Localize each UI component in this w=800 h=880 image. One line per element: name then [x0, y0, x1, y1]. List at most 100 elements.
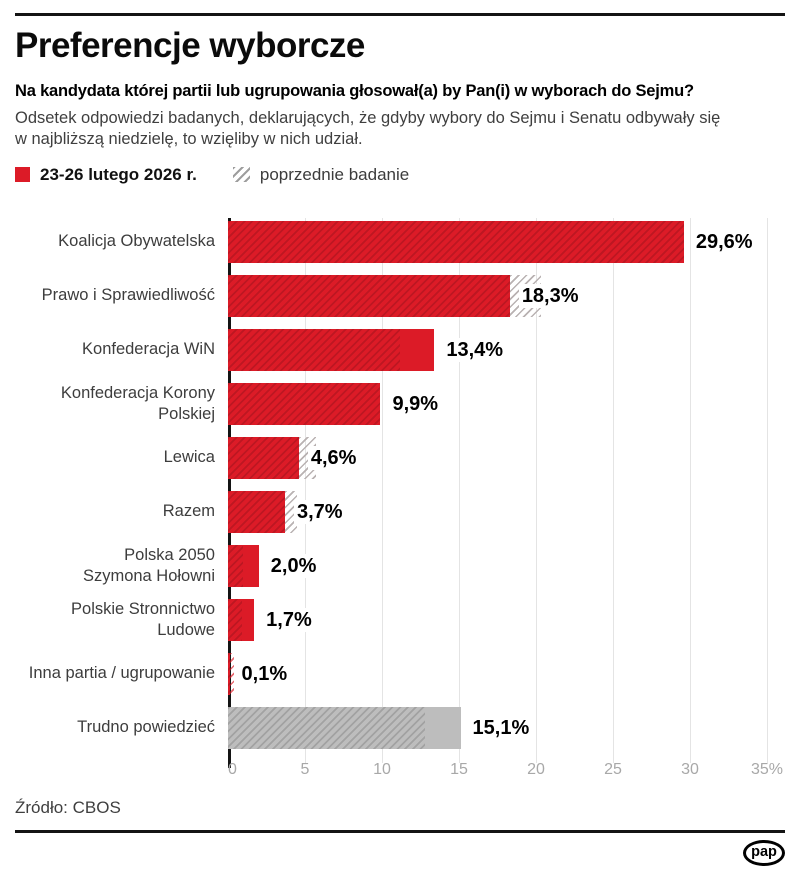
- gridline-15: [459, 217, 460, 763]
- category-label: Konfederacja Korony Polskiej: [15, 383, 228, 425]
- bar-area: 1,7%: [228, 598, 785, 641]
- chart-row: Koalicja Obywatelska 29,6%: [15, 220, 785, 263]
- category-label: Inna partia / ugrupowanie: [15, 653, 228, 695]
- category-label-line: Polskiej: [158, 404, 215, 423]
- tick-label-5: 5: [300, 760, 310, 778]
- bar-area: 29,6%: [228, 220, 785, 263]
- current-value-bar: [228, 598, 255, 641]
- tick-label-35pct: 35%: [750, 760, 784, 778]
- infographic: Preferencje wyborcze Na kandydata której…: [0, 13, 800, 880]
- previous-survey-hatch-overlap: [228, 436, 299, 479]
- chart-row: Konfederacja Korony Polskiej 9,9%: [15, 382, 785, 425]
- value-label: 18,3%: [518, 283, 582, 308]
- category-label-line: Koalicja Obywatelska: [58, 232, 215, 250]
- previous-survey-hatch-overlap: [228, 220, 684, 263]
- bar-area: 18,3%: [228, 274, 785, 317]
- bottom-divider: [15, 829, 785, 833]
- bar-chart: Koalicja Obywatelska 29,6% Prawo i Sprawie…: [15, 217, 785, 768]
- survey-question: Na kandydata której partii lub ugrupowan…: [15, 81, 694, 100]
- bar-area: 2,0%: [228, 544, 785, 587]
- value-label: 13,4%: [443, 337, 507, 362]
- gridline-35: [767, 217, 768, 763]
- chart-row: Polskie Stronnictwo Ludowe 1,7%: [15, 598, 785, 641]
- previous-survey-hatch-overlap: [228, 490, 285, 533]
- value-label: 4,6%: [307, 445, 360, 470]
- category-label-line: Razem: [162, 502, 215, 520]
- footer-logo-row: pap: [15, 839, 785, 866]
- chart-row: Prawo i Sprawiedliwość 18,3%: [15, 274, 785, 317]
- bar-area: 15,1%: [228, 706, 785, 749]
- current-value-bar: [228, 220, 684, 263]
- pap-logo: pap: [743, 839, 785, 866]
- value-label: 15,1%: [469, 715, 533, 740]
- source-note: Źródło: CBOS: [15, 797, 121, 817]
- current-value-bar: [228, 544, 259, 587]
- value-label: 3,7%: [293, 499, 346, 524]
- tick-label-20: 20: [527, 760, 545, 778]
- tick-label-25: 25: [604, 760, 622, 778]
- previous-survey-hatch-overlap: [228, 274, 510, 317]
- legend-label-previous: poprzednie badanie: [259, 164, 410, 184]
- gridline-25: [613, 217, 614, 763]
- category-label: Lewica: [15, 437, 228, 479]
- gridline-20: [536, 217, 537, 763]
- previous-survey-hatch-overlap: [228, 382, 381, 425]
- previous-survey-hatch-overlap: [228, 706, 426, 749]
- tick-label-0: 0: [228, 760, 237, 778]
- bar-area: 3,7%: [228, 490, 785, 533]
- chart-row: Razem 3,7%: [15, 490, 785, 533]
- value-label: 1,7%: [263, 607, 315, 632]
- category-label: Koalicja Obywatelska: [15, 221, 228, 263]
- value-label: 9,9%: [389, 391, 442, 416]
- current-value-bar: [228, 652, 230, 695]
- survey-description-line2: w najbliższą niedzielę, to wzięliby w ni…: [15, 129, 363, 148]
- previous-survey-hatch-overlap: [228, 652, 230, 695]
- survey-description: Odsetek odpowiedzi badanych, deklarujący…: [15, 108, 785, 150]
- value-label: 2,0%: [267, 553, 320, 578]
- value-label: 29,6%: [692, 229, 756, 254]
- top-divider: [15, 13, 785, 16]
- category-label: Polska 2050 Szymona Hołowni: [15, 545, 228, 587]
- survey-description-line1: Odsetek odpowiedzi badanych, deklarujący…: [15, 108, 721, 127]
- legend-item-previous: poprzednie badanie: [232, 164, 410, 185]
- category-label: Prawo i Sprawiedliwość: [15, 275, 228, 317]
- bar-area: 0,1%: [228, 652, 785, 695]
- previous-survey-hatch-overlap: [228, 328, 401, 371]
- current-value-bar: [228, 706, 461, 749]
- chart-row: Polska 2050 Szymona Hołowni 2,0%: [15, 544, 785, 587]
- category-label-line: Lewica: [163, 448, 215, 466]
- current-value-bar: [228, 274, 510, 317]
- gridline-10: [382, 217, 383, 763]
- chart-row: Lewica 4,6%: [15, 436, 785, 479]
- category-label: Razem: [15, 491, 228, 533]
- current-survey-swatch: [15, 167, 30, 182]
- current-value-bar: [228, 490, 285, 533]
- tick-label-10: 10: [373, 760, 391, 778]
- bar-area: 13,4%: [228, 328, 785, 371]
- current-value-bar: [228, 328, 435, 371]
- category-label-line: Ludowe: [157, 620, 215, 639]
- legend: 23-26 lutego 2026 r. poprzednie badanie: [15, 165, 785, 185]
- previous-survey-hatch-overlap: [228, 544, 244, 587]
- current-value-bar: [228, 436, 299, 479]
- category-label-line: Konfederacja WiN: [82, 340, 215, 358]
- chart-row: Konfederacja WiN 13,4%: [15, 328, 785, 371]
- bar-area: 4,6%: [228, 436, 785, 479]
- chart-row: Inna partia / ugrupowanie 0,1%: [15, 652, 785, 695]
- category-label-line: Trudno powiedzieć: [77, 718, 215, 736]
- gridline-30: [690, 217, 691, 763]
- category-label-line: Polska 2050: [124, 545, 215, 564]
- category-label-line: Szymona Hołowni: [82, 566, 215, 585]
- category-label: Konfederacja WiN: [15, 329, 228, 371]
- previous-survey-hatch-extension: [229, 652, 235, 695]
- previous-survey-hatch-overlap: [228, 598, 242, 641]
- gridline-5: [305, 217, 306, 763]
- legend-label-current: 23-26 lutego 2026 r.: [40, 164, 197, 184]
- x-axis-ticks: 0 5 10 15 20 25 30 35%: [228, 761, 785, 781]
- tick-label-30: 30: [681, 760, 699, 778]
- legend-item-current: 23-26 lutego 2026 r.: [15, 165, 197, 185]
- category-label-line: Konfederacja Korony: [60, 383, 215, 402]
- category-label: Polskie Stronnictwo Ludowe: [15, 599, 228, 641]
- value-label: 0,1%: [238, 661, 291, 686]
- tick-label-15: 15: [450, 760, 468, 778]
